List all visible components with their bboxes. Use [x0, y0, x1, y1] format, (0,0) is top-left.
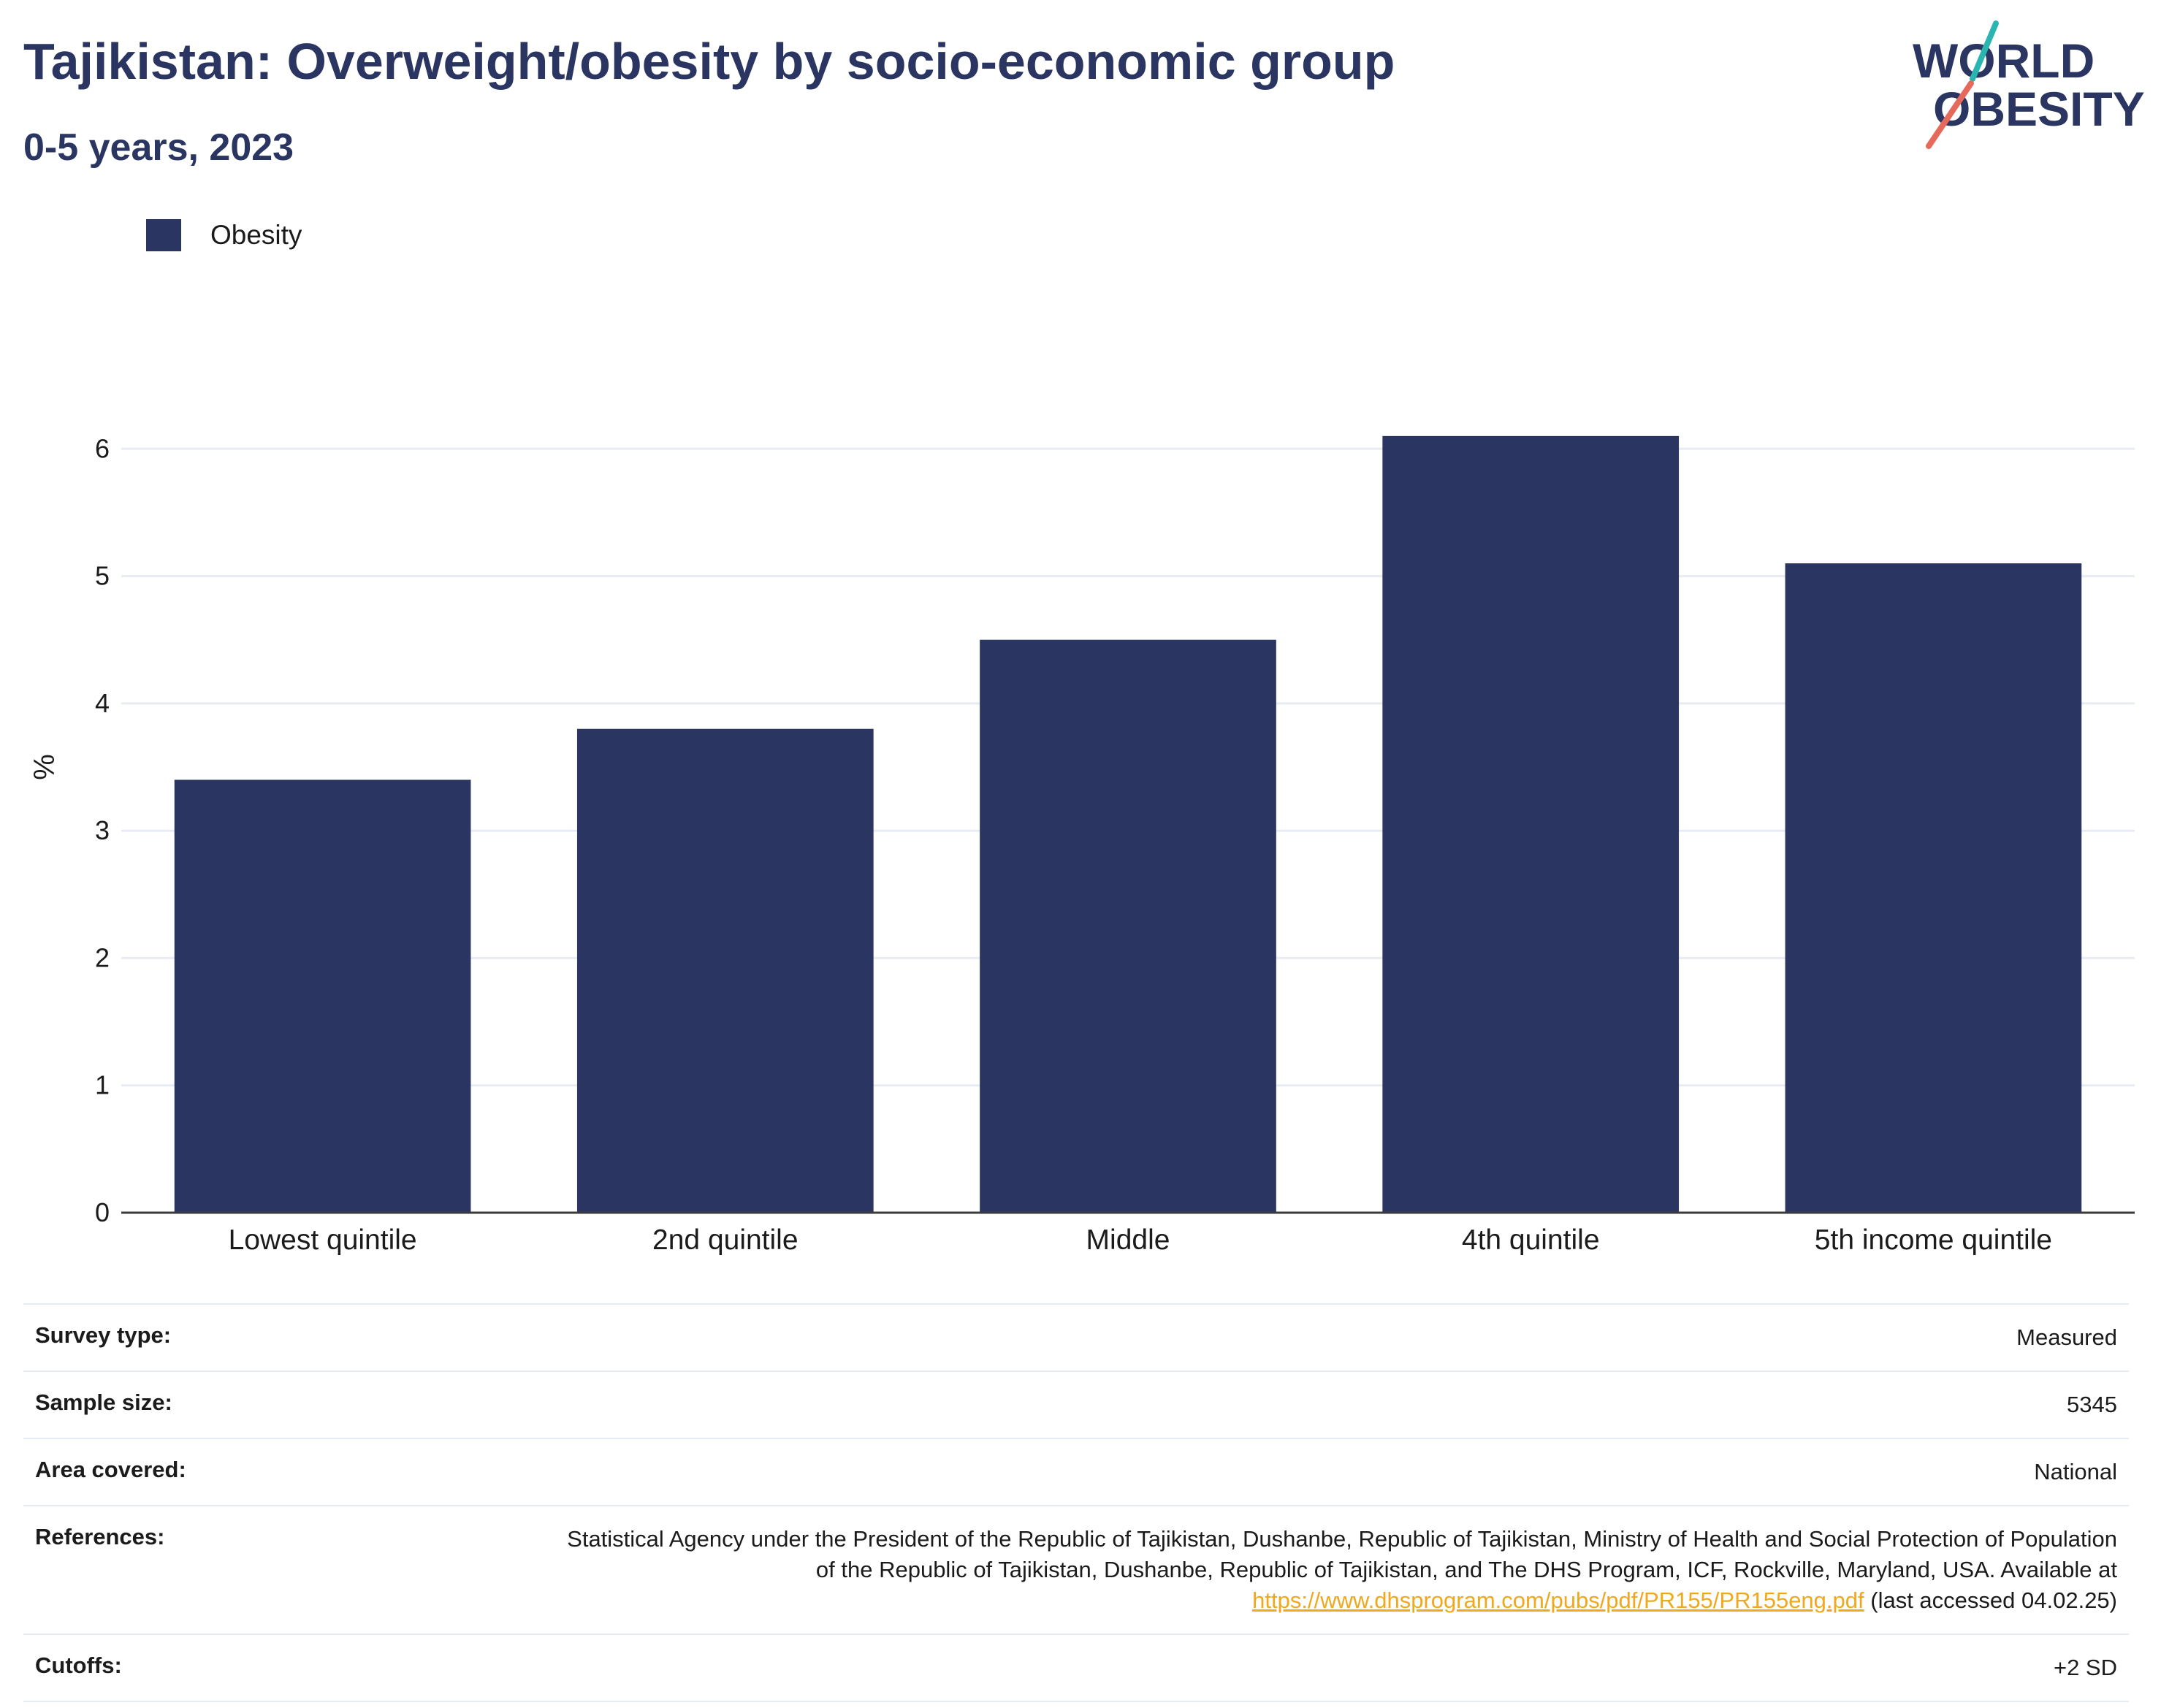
- bar[interactable]: [1785, 563, 2082, 1213]
- chart-subtitle: 0-5 years, 2023: [23, 126, 294, 169]
- x-tick-label: 4th quintile: [1462, 1224, 1600, 1256]
- survey-type-value: Measured: [2016, 1324, 2117, 1350]
- chart-legend[interactable]: Obesity: [146, 219, 302, 251]
- y-tick-label: 3: [95, 815, 110, 845]
- x-tick-label: 2nd quintile: [652, 1224, 799, 1256]
- logo-slash-coral: [1926, 80, 1974, 149]
- references-link[interactable]: https://www.dhsprogram.com/pubs/pdf/PR15…: [1252, 1587, 1864, 1613]
- survey-type-label: Survey type:: [35, 1322, 172, 1348]
- references-value: Statistical Agency under the President o…: [546, 1524, 2117, 1616]
- references-accessed: (last accessed 04.02.25): [1864, 1587, 2117, 1613]
- world-obesity-logo: WORLD OBESITY: [1913, 20, 2145, 149]
- chart-title: Tajikistan: Overweight/obesity by socio-…: [23, 33, 1395, 90]
- area-covered-label: Area covered:: [35, 1457, 186, 1482]
- y-tick-label: 4: [95, 688, 110, 718]
- x-tick-label: 5th income quintile: [1815, 1224, 2052, 1256]
- logo-slash-teal: [1970, 20, 1999, 82]
- axes: 0 1 2 3 4 5 6 Lowest quintile 2nd quintile Middle…: [28, 433, 2135, 1256]
- y-tick-label: 1: [95, 1070, 110, 1100]
- legend-swatch-obesity: [146, 219, 181, 251]
- bar[interactable]: [1382, 435, 1680, 1213]
- bar-chart: 0 1 2 3 4 5 6 Lowest quintile 2nd quintile Middle…: [28, 433, 2135, 1256]
- sample-size-label: Sample size:: [35, 1389, 172, 1415]
- references-label: References:: [35, 1524, 165, 1549]
- y-tick-label: 6: [95, 433, 110, 463]
- bar[interactable]: [576, 728, 874, 1213]
- info-row-references: References: Statistical Agency under the…: [23, 1505, 2129, 1633]
- bar[interactable]: [980, 639, 1276, 1213]
- y-tick-label: 5: [95, 561, 110, 591]
- bars: [174, 435, 2082, 1213]
- y-tick-label: 0: [95, 1197, 110, 1227]
- sample-size-value: 5345: [2067, 1392, 2117, 1417]
- legend-label-obesity: Obesity: [210, 220, 302, 250]
- bar[interactable]: [174, 779, 471, 1213]
- survey-info-table: Survey type: Measured Sample size: 5345 …: [23, 1303, 2129, 1702]
- x-tick-label: Middle: [1086, 1224, 1170, 1256]
- info-row-sample-size: Sample size: 5345: [23, 1370, 2129, 1438]
- info-row-cutoffs: Cutoffs: +2 SD: [23, 1633, 2129, 1702]
- logo-text-world: WORLD: [1913, 34, 2095, 88]
- info-row-survey-type: Survey type: Measured: [23, 1303, 2129, 1370]
- area-covered-value: National: [2034, 1459, 2117, 1484]
- info-row-area-covered: Area covered: National: [23, 1438, 2129, 1505]
- y-tick-label: 2: [95, 942, 110, 972]
- references-text: Statistical Agency under the President o…: [567, 1526, 2117, 1582]
- y-axis-title: %: [28, 754, 61, 780]
- x-tick-label: Lowest quintile: [229, 1224, 417, 1256]
- cutoffs-label: Cutoffs:: [35, 1652, 122, 1678]
- cutoffs-value: +2 SD: [2053, 1655, 2117, 1680]
